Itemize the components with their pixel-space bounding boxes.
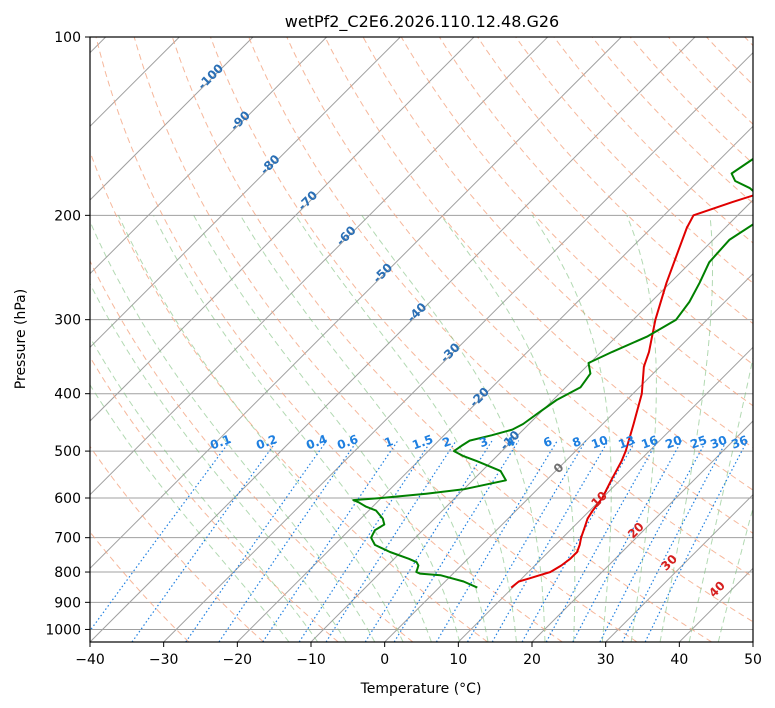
y-tick-label: 900 xyxy=(54,595,81,611)
moist-adiabat-line xyxy=(90,220,376,642)
mixing-ratio-label: 16 xyxy=(639,433,659,452)
moist-adiabat-line xyxy=(193,215,461,642)
mixing-ratio-line xyxy=(466,440,587,642)
x-tick-label: −30 xyxy=(149,652,179,668)
dry-adiabat-line xyxy=(286,37,753,534)
moist-adiabat-line xyxy=(90,282,347,642)
mixing-ratio-line xyxy=(491,440,609,642)
isotherm-line xyxy=(90,37,549,496)
isotherm-line xyxy=(90,37,328,275)
isotherm-line xyxy=(90,37,622,570)
y-tick-label: 500 xyxy=(54,444,81,460)
mixing-ratio-line xyxy=(644,440,748,642)
dry-adiabat-line xyxy=(171,37,712,642)
mixing-ratio-line xyxy=(298,440,432,642)
moist-adiabat-line xyxy=(90,383,290,642)
plot-frame xyxy=(89,36,754,643)
dry-adiabat-line xyxy=(324,37,753,491)
moist-adiabat-line xyxy=(361,215,546,642)
isotherm-line xyxy=(90,37,475,422)
y-tick-label: 300 xyxy=(54,313,81,329)
moist-adiabat-line xyxy=(626,215,657,642)
mixing-ratio-label: 1.5 xyxy=(410,432,435,452)
isotherm-line xyxy=(531,420,753,642)
moist-adiabat-line xyxy=(440,215,576,642)
dry-adiabat-line xyxy=(210,37,753,623)
mixing-ratio-line xyxy=(545,440,659,642)
mixing-ratio-label: 0.1 xyxy=(208,432,233,452)
moist-adiabat-line xyxy=(153,215,432,642)
dry-adiabat-line xyxy=(95,37,563,642)
y-tick-label: 800 xyxy=(54,565,81,581)
mixing-ratio-label: 25 xyxy=(688,433,708,452)
isotherm-line xyxy=(457,346,753,642)
mixing-ratio-line xyxy=(90,440,231,632)
mixing-ratio-label: 0.2 xyxy=(254,432,279,452)
x-axis-label: Temperature (°C) xyxy=(360,681,482,697)
x-tick-label: 0 xyxy=(380,652,389,668)
x-tick-label: 40 xyxy=(670,652,688,668)
isotherm-line xyxy=(236,125,753,642)
y-tick-label: 600 xyxy=(54,491,81,507)
y-tick-label: 400 xyxy=(54,387,81,403)
dry-adiabat-line xyxy=(133,37,638,642)
dry-adiabat-line xyxy=(90,259,414,642)
grid-layer xyxy=(90,37,753,642)
mixing-ratio-line xyxy=(435,440,558,642)
x-tick-label: 50 xyxy=(744,652,762,668)
x-tick-label: 30 xyxy=(597,652,615,668)
moist-adiabat-line xyxy=(659,215,713,642)
moist-adiabat-line xyxy=(117,215,404,642)
y-tick-label: 700 xyxy=(54,531,81,547)
mixing-ratio-line xyxy=(185,440,328,642)
x-tick-label: −20 xyxy=(223,652,253,668)
mixing-ratio-label: 30 xyxy=(708,433,728,452)
y-tick-label: 100 xyxy=(54,30,81,46)
moist-adiabat-line xyxy=(531,215,612,642)
y-tick-label: 1000 xyxy=(45,622,81,638)
chart-title: wetPf2_C2E6.2026.110.12.48.G26 xyxy=(285,12,559,32)
x-tick-label: −10 xyxy=(296,652,326,668)
mixing-ratio-line xyxy=(131,440,278,642)
mixing-ratio-line xyxy=(325,440,457,642)
temperature-series-line xyxy=(510,194,753,589)
mixing-ratio-label: 0.6 xyxy=(335,432,360,452)
x-tick-label: 20 xyxy=(523,652,541,668)
dry-adiabat-line xyxy=(248,37,753,578)
x-tick-label: −40 xyxy=(75,652,105,668)
isotherm-line xyxy=(384,272,753,642)
dry-adiabat-line xyxy=(515,37,753,284)
moist-adiabat-line xyxy=(239,215,489,642)
isotherm-line xyxy=(90,37,254,201)
mixing-ratio-label: 20 xyxy=(663,433,683,452)
isotherm-line xyxy=(605,493,753,642)
mixing-ratio-label: 13 xyxy=(616,433,636,452)
mixing-ratio-label: 10 xyxy=(589,433,609,452)
dry-adiabat-line xyxy=(90,356,339,642)
mixing-ratio-label: 0.4 xyxy=(304,432,329,452)
isotherm-line xyxy=(90,37,696,642)
isotherm-line xyxy=(90,37,401,349)
ticks-layer: −40 −30 −20 −10 0 10 20 30 40 50 100 200 300 400 500 60… xyxy=(45,30,762,668)
mixing-ratio-line xyxy=(393,440,520,642)
mixing-ratio-line xyxy=(364,440,493,642)
moist-adiabat-line xyxy=(90,336,319,642)
mixing-ratio-line xyxy=(572,440,683,642)
y-tick-label: 200 xyxy=(54,208,81,224)
mixing-ratio-label: 36 xyxy=(729,433,749,452)
dry-adiabat-line xyxy=(90,445,264,642)
mixing-ratio-line xyxy=(262,440,399,642)
y-axis-label: Pressure (hPa) xyxy=(13,289,29,389)
x-tick-label: 10 xyxy=(449,652,467,668)
isotherm-line xyxy=(163,51,753,642)
